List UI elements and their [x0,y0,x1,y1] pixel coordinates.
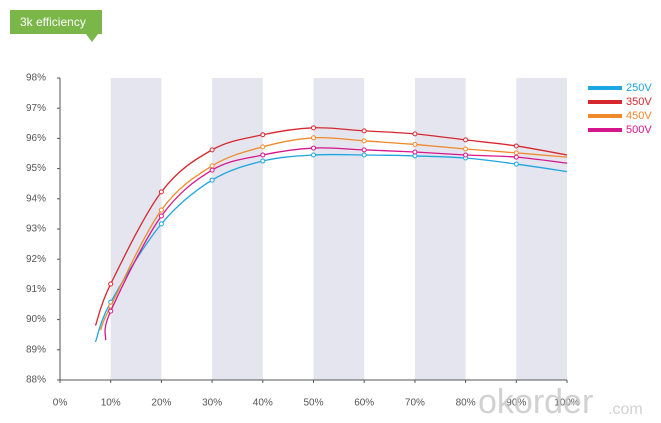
watermark-suffix: .com [608,401,643,418]
marker [412,149,418,155]
chart-title: 3k efficiency [20,15,86,29]
x-tick-label: 10% [101,398,121,409]
marker [260,152,266,158]
marker [311,145,316,151]
watermark: okorder [478,383,593,421]
marker [209,147,215,153]
badge-pointer [86,34,98,42]
series-line [94,153,568,343]
x-tick-label: 40% [253,398,273,409]
x-tick-label: 60% [354,398,374,409]
band [516,78,567,380]
marker [209,177,215,183]
y-tick-label: 89% [26,344,46,355]
x-tick-label: 30% [202,398,222,409]
y-tick-label: 95% [26,163,46,174]
marker [311,135,316,141]
marker [361,147,367,153]
marker [412,141,418,147]
x-tick-label: 90% [506,398,526,409]
legend-label: 350V [626,96,652,108]
x-tick-label: 0% [53,398,68,409]
x-tick-label: 80% [456,398,476,409]
marker [412,153,418,159]
marker [513,150,519,156]
marker [513,161,519,167]
badge-box [10,10,102,34]
y-tick-label: 96% [26,133,46,144]
marker [158,207,164,213]
marker [260,144,266,150]
band [313,78,365,380]
x-tick-label: 50% [303,398,323,409]
y-tick-label: 88% [26,375,46,386]
legend-label: 250V [626,82,652,94]
marker [311,152,316,158]
legend-label: 500V [626,124,652,136]
marker [158,221,164,227]
marker [158,213,164,219]
marker [260,132,266,138]
series-line [94,127,568,326]
band [212,78,263,380]
marker [361,128,367,134]
marker [361,152,367,158]
band [414,78,466,380]
marker [463,146,469,152]
marker [361,138,367,144]
marker [463,152,469,158]
marker [108,281,114,287]
marker [513,143,519,149]
x-tick-label: 70% [405,398,425,409]
marker [513,154,519,160]
y-tick-label: 93% [26,224,46,235]
y-tick-label: 91% [26,284,46,295]
marker [209,163,215,169]
title-badge: 3k efficiency [10,10,102,42]
legend-label: 450V [626,110,652,122]
marker [311,125,316,131]
series-line [99,136,568,331]
marker [260,158,266,164]
x-tick-label: 20% [151,398,171,409]
y-tick-label: 90% [26,314,46,325]
y-tick-label: 92% [26,254,46,265]
band [110,78,162,380]
marker [463,137,469,143]
marker [209,167,215,173]
y-tick-label: 98% [26,73,46,84]
y-tick-label: 97% [26,103,46,114]
x-tick-label: 100% [554,398,580,409]
y-tick-label: 94% [26,193,46,204]
marker [108,308,114,314]
marker [412,131,418,137]
series-line [104,147,568,341]
marker [158,189,164,195]
